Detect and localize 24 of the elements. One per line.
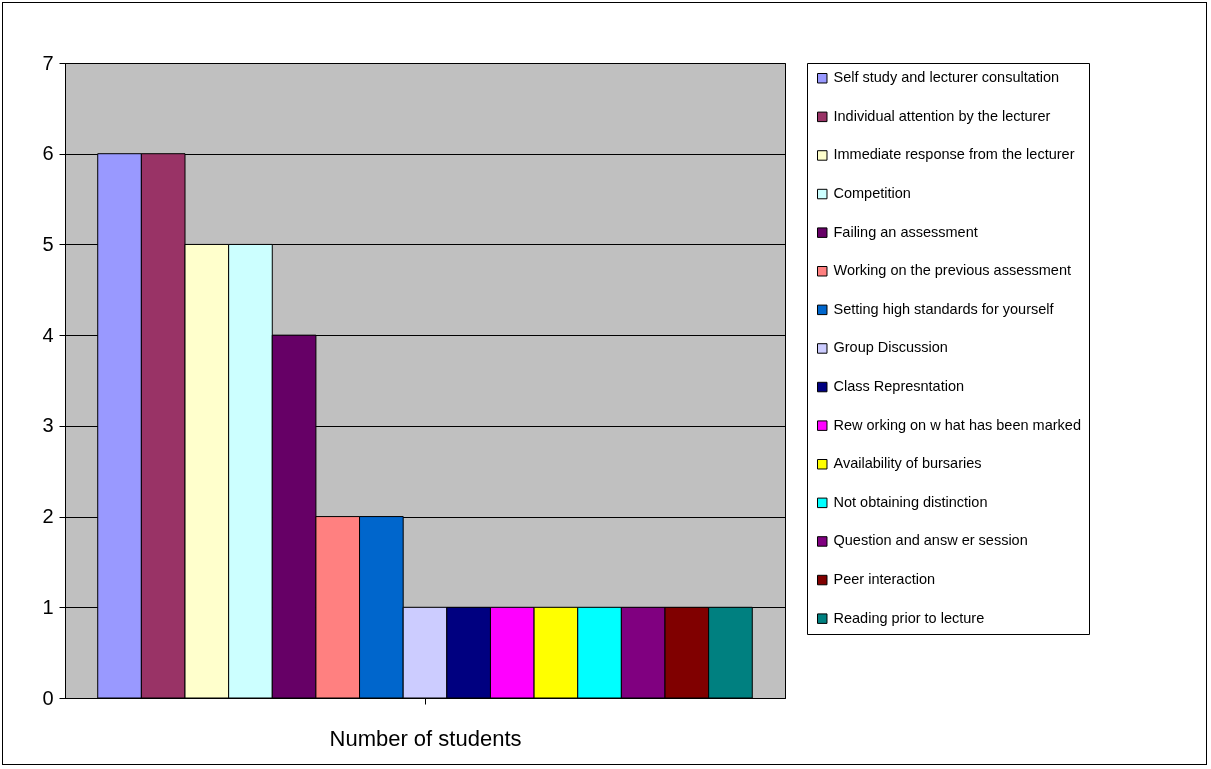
legend-label: Peer interaction	[833, 571, 936, 588]
legend-label: Class Represntation	[833, 378, 965, 395]
y-tick-label: 5	[42, 232, 54, 255]
y-tick-label: 1	[42, 595, 54, 618]
legend-label: Competition	[833, 185, 911, 202]
legend-label: Self study and lecturer consultation	[833, 69, 1060, 86]
legend-label: Availability of bursaries	[833, 455, 982, 472]
y-tick-label: 6	[42, 142, 54, 165]
legend-label: Not obtaining distinction	[833, 493, 988, 510]
y-tick-label: 4	[42, 323, 54, 346]
legend-label: Question and answ er session	[833, 532, 1028, 549]
y-tick-label: 2	[42, 505, 54, 528]
legend-label: Failing an assessment	[833, 223, 978, 240]
legend-label: Working on the previous assessment	[833, 262, 1071, 279]
legend-label: Individual attention by the lecturer	[833, 107, 1051, 124]
legend-label: Group Discussion	[833, 339, 948, 356]
legend-label: Reading prior to lecture	[833, 609, 985, 626]
y-tick-label: 3	[42, 414, 54, 437]
y-tick-label: 0	[42, 686, 54, 709]
legend-label: Setting high standards for yourself	[833, 300, 1055, 317]
y-tick-label: 7	[42, 51, 54, 74]
legend-label: Rew orking on w hat has been marked	[833, 416, 1081, 433]
legend-label: Immediate response from the lecturer	[833, 146, 1075, 163]
x-axis-title: Number of students	[329, 725, 522, 751]
